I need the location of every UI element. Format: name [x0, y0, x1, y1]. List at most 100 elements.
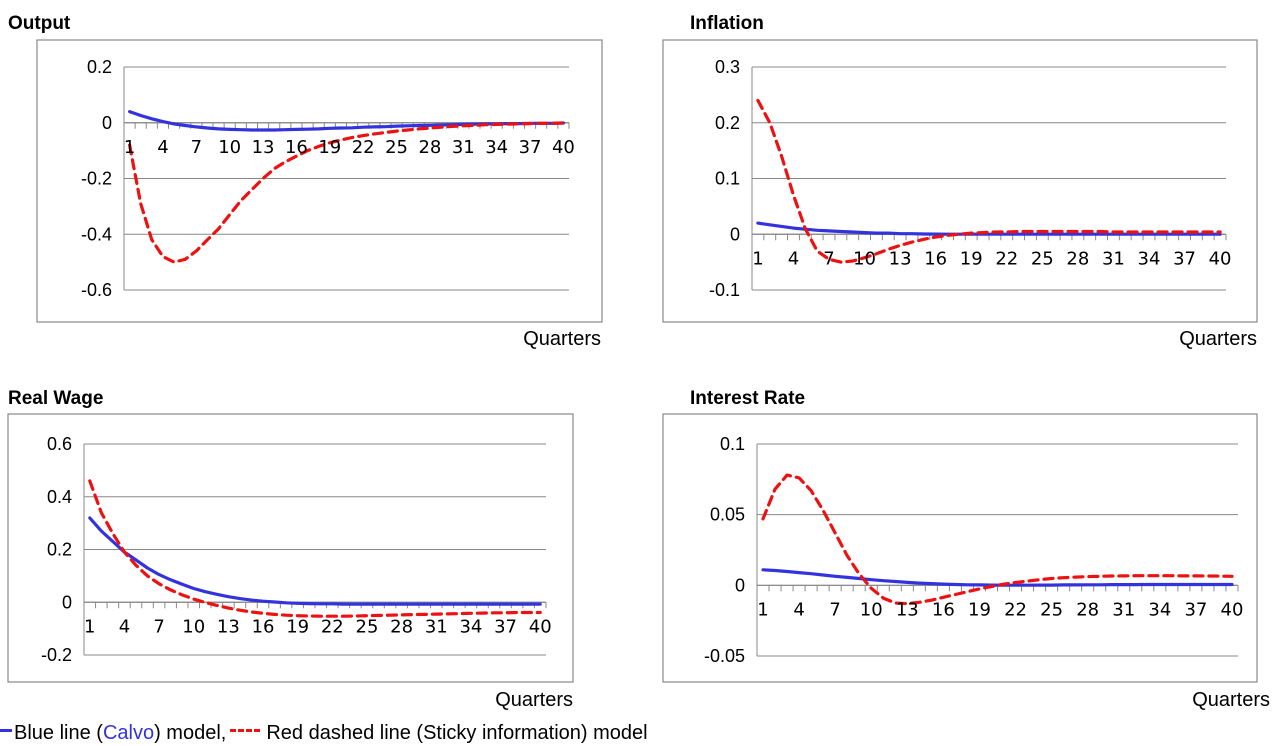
chart-panel: Inflation 0.3 0.2 0.1 0 -0.1 1 4 7 10 13 16 19 22 25 28… — [662, 13, 1258, 350]
x-axis-label: Quarters — [1192, 689, 1270, 711]
x-tick-label: 37 — [519, 137, 542, 158]
x-axis-label: Quarters — [1179, 328, 1257, 350]
x-tick-label: 7 — [191, 137, 202, 158]
x-tick-label: 1 — [84, 616, 95, 637]
x-tick-label: 28 — [418, 137, 441, 158]
x-tick-label: 4 — [157, 137, 168, 158]
y-tick-label: -0.05 — [704, 646, 745, 666]
x-tick-label: 19 — [960, 248, 983, 269]
x-tick-label: 7 — [829, 599, 840, 620]
x-tick-label: 25 — [356, 616, 379, 637]
y-tick-label: 0.1 — [715, 169, 740, 189]
caption-middle: ) model, — [154, 722, 227, 744]
x-tick-label: 13 — [896, 599, 919, 620]
legend-caption: Blue line ( Calvo ) model, Red dashed li… — [0, 722, 648, 745]
chart-panel: Output 0.2 0 -0.2 -0.4 -0.6 1 4 7 10 13 16 19 22 25 28 3… — [8, 13, 603, 350]
y-tick-label: 0.1 — [720, 434, 745, 454]
x-tick-label: 1 — [124, 137, 135, 158]
y-tick-label: 0.3 — [715, 57, 740, 77]
x-tick-label: 10 — [860, 599, 883, 620]
chart-frame — [7, 413, 574, 683]
x-tick-label: 25 — [385, 137, 408, 158]
x-tick-label: 34 — [485, 137, 508, 158]
x-tick-label: 28 — [390, 616, 413, 637]
y-tick-label: 0 — [62, 592, 72, 612]
y-tick-label: -0.2 — [81, 169, 112, 189]
series-line-sticky-information — [761, 473, 1234, 606]
x-tick-label: 22 — [995, 248, 1018, 269]
y-tick-label: -0.6 — [81, 280, 112, 300]
y-tick-label: 0 — [735, 575, 745, 595]
y-tick-label: 0.2 — [715, 113, 740, 133]
x-tick-label: 13 — [252, 137, 275, 158]
series-line-calvo — [761, 568, 1234, 587]
caption-prefix: Blue line ( — [14, 722, 103, 744]
x-tick-label: 19 — [286, 616, 309, 637]
chart-title: Real Wage — [8, 388, 103, 409]
y-tick-label: 0.2 — [47, 540, 72, 560]
x-tick-label: 4 — [119, 616, 130, 637]
y-tick-label: 0.4 — [47, 487, 72, 507]
x-tick-label: 4 — [788, 248, 799, 269]
x-tick-label: 13 — [889, 248, 912, 269]
x-tick-label: 22 — [1004, 599, 1027, 620]
y-tick-label: -0.2 — [41, 645, 72, 665]
y-tick-label: 0.05 — [710, 505, 745, 525]
x-tick-label: 16 — [924, 248, 947, 269]
chart-panel: Real Wage 0.6 0.4 0.2 0 -0.2 1 4 7 10 13 16 19 22 25 28… — [7, 388, 574, 711]
x-tick-label: 19 — [318, 137, 341, 158]
x-tick-label: 28 — [1066, 248, 1089, 269]
series-line-calvo — [128, 109, 566, 132]
series-line-sticky-information — [756, 98, 1222, 264]
x-tick-label: 25 — [1031, 248, 1054, 269]
x-tick-label: 10 — [853, 248, 876, 269]
y-tick-label: 0 — [730, 224, 740, 244]
x-tick-label: 37 — [494, 616, 517, 637]
series-line-calvo — [756, 221, 1222, 236]
x-tick-label: 19 — [968, 599, 991, 620]
x-tick-label: 31 — [1102, 248, 1125, 269]
series-line-sticky-information — [88, 479, 542, 618]
caption-calvo: Calvo — [102, 722, 155, 744]
x-tick-label: 7 — [823, 248, 834, 269]
chart-title: Output — [8, 13, 71, 34]
x-tick-label: 37 — [1173, 248, 1196, 269]
caption-suffix: Red dashed line (Sticky information) mod… — [266, 722, 648, 744]
chart-frame — [662, 39, 1258, 323]
x-axis-label: Quarters — [495, 689, 573, 711]
x-tick-label: 16 — [932, 599, 955, 620]
x-tick-label: 31 — [425, 616, 448, 637]
x-tick-label: 34 — [1148, 599, 1171, 620]
x-tick-label: 7 — [153, 616, 164, 637]
x-tick-label: 16 — [252, 616, 275, 637]
x-tick-label: 40 — [529, 616, 552, 637]
x-tick-label: 31 — [1112, 599, 1135, 620]
chart-frame — [36, 39, 603, 323]
x-tick-label: 10 — [218, 137, 241, 158]
chart-frame — [662, 413, 1258, 683]
x-tick-label: 40 — [1209, 248, 1232, 269]
y-tick-label: 0.2 — [87, 57, 112, 77]
x-tick-label: 22 — [352, 137, 375, 158]
y-tick-label: 0.6 — [47, 434, 72, 454]
x-tick-label: 13 — [217, 616, 240, 637]
x-tick-label: 34 — [459, 616, 482, 637]
x-tick-label: 4 — [793, 599, 804, 620]
x-tick-label: 34 — [1138, 248, 1161, 269]
x-tick-label: 37 — [1184, 599, 1207, 620]
chart-title: Inflation — [690, 13, 764, 34]
chart-title: Interest Rate — [690, 388, 805, 409]
x-tick-label: 1 — [757, 599, 768, 620]
y-tick-label: -0.1 — [709, 280, 740, 300]
series-line-calvo — [88, 516, 542, 606]
x-tick-label: 22 — [321, 616, 344, 637]
y-tick-label: 0 — [102, 113, 112, 133]
x-tick-label: 31 — [452, 137, 475, 158]
chart-panel: Interest Rate 0.1 0.05 0 -0.05 1 4 7 10 13 16 19 22 2… — [662, 388, 1270, 711]
x-tick-label: 40 — [1221, 599, 1244, 620]
x-tick-label: 1 — [752, 248, 763, 269]
x-tick-label: 16 — [285, 137, 308, 158]
x-tick-label: 40 — [552, 137, 575, 158]
y-tick-label: -0.4 — [81, 224, 112, 244]
